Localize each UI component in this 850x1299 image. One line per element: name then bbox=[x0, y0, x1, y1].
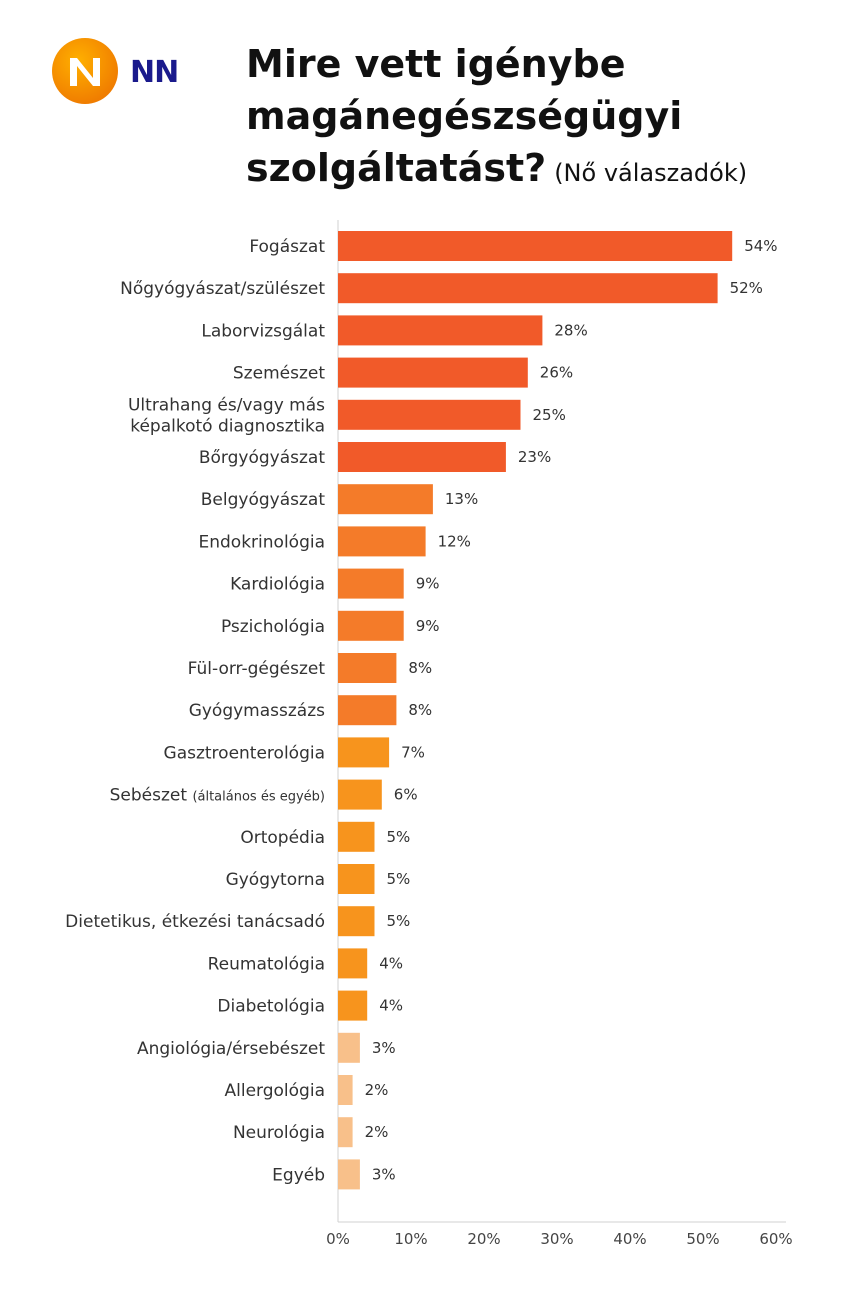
x-tick-label: 10% bbox=[394, 1230, 427, 1248]
data-label: 5% bbox=[387, 828, 411, 846]
chart-title: Mire vett igénybe magánegészségügyi szol… bbox=[246, 38, 836, 199]
x-tick-label: 30% bbox=[540, 1230, 573, 1248]
bar bbox=[338, 906, 375, 937]
bar bbox=[338, 695, 397, 726]
bar bbox=[338, 442, 506, 472]
data-label: 9% bbox=[416, 575, 440, 593]
data-label: 3% bbox=[372, 1039, 396, 1057]
title-line-3: szolgáltatást? (Nő válaszadók) bbox=[246, 142, 836, 199]
title-line-1: Mire vett igénybe bbox=[246, 42, 626, 86]
x-tick-label: 60% bbox=[759, 1230, 792, 1248]
data-label: 26% bbox=[540, 364, 573, 382]
data-label: 2% bbox=[365, 1123, 389, 1141]
category-label: Bőrgyógyászat bbox=[199, 448, 325, 468]
data-label: 5% bbox=[387, 912, 411, 930]
category-label: Belgyógyászat bbox=[201, 490, 326, 510]
category-label: Gasztroenterológia bbox=[164, 743, 325, 763]
logo-text: NN bbox=[130, 55, 179, 90]
bar bbox=[338, 231, 733, 261]
category-label: Gyógytorna bbox=[226, 870, 325, 890]
x-tick-label: 0% bbox=[326, 1230, 350, 1248]
category-label: Nőgyógyászat/szülészet bbox=[120, 279, 325, 299]
bar bbox=[338, 1075, 353, 1105]
bar bbox=[338, 948, 368, 979]
category-label: Kardiológia bbox=[230, 575, 325, 595]
category-label: Dietetikus, étkezési tanácsadó bbox=[65, 912, 325, 932]
category-label: Ortopédia bbox=[240, 828, 325, 848]
category-label: Pszichológia bbox=[221, 617, 325, 637]
data-label: 7% bbox=[401, 743, 425, 761]
data-label: 6% bbox=[394, 786, 418, 804]
data-label: 12% bbox=[438, 532, 471, 550]
x-tick-label: 40% bbox=[613, 1230, 646, 1248]
data-label: 52% bbox=[730, 279, 763, 297]
data-label: 23% bbox=[518, 448, 551, 466]
bar bbox=[338, 990, 368, 1021]
category-label: Ultrahang és/vagy más bbox=[128, 395, 325, 415]
bar bbox=[338, 864, 375, 894]
data-label: 4% bbox=[379, 954, 403, 972]
category-label: Egyéb bbox=[272, 1165, 325, 1185]
bar bbox=[338, 821, 375, 852]
category-label: Reumatológia bbox=[208, 954, 325, 974]
bar bbox=[338, 653, 397, 683]
category-label: Angiológia/érsebészet bbox=[137, 1039, 325, 1059]
data-label: 8% bbox=[408, 701, 432, 719]
data-label: 54% bbox=[744, 237, 777, 255]
bar bbox=[338, 526, 426, 557]
category-label: Neurológia bbox=[233, 1123, 325, 1143]
x-tick-label: 50% bbox=[686, 1230, 719, 1248]
category-label: Szemészet bbox=[233, 364, 325, 384]
bar bbox=[338, 610, 404, 641]
bar bbox=[338, 568, 404, 599]
bar bbox=[338, 484, 433, 515]
data-label: 2% bbox=[365, 1081, 389, 1099]
category-label: Fül-orr-gégészet bbox=[188, 659, 326, 679]
x-tick-label: 20% bbox=[467, 1230, 500, 1248]
bar bbox=[338, 399, 521, 430]
data-label: 13% bbox=[445, 490, 478, 508]
category-label: képalkotó diagnosztika bbox=[130, 416, 325, 436]
data-label: 9% bbox=[416, 617, 440, 635]
bar bbox=[338, 1117, 353, 1148]
bar bbox=[338, 1159, 360, 1190]
bar bbox=[338, 1032, 360, 1063]
data-label: 8% bbox=[408, 659, 432, 677]
category-label: Sebészet (általános és egyéb) bbox=[110, 786, 325, 806]
bar bbox=[338, 273, 718, 304]
bar bbox=[338, 357, 528, 388]
chart-subtitle: (Nő válaszadók) bbox=[554, 159, 748, 187]
category-label: Diabetológia bbox=[217, 997, 325, 1017]
bar bbox=[338, 779, 382, 810]
data-label: 25% bbox=[533, 406, 566, 424]
category-label: Allergológia bbox=[225, 1081, 325, 1101]
category-label: Endokrinológia bbox=[199, 532, 326, 552]
category-label: Laborvizsgálat bbox=[201, 321, 325, 341]
bar bbox=[338, 315, 543, 346]
title-line-3-text: szolgáltatást? bbox=[246, 146, 547, 190]
bar bbox=[338, 737, 390, 768]
category-label: Gyógymasszázs bbox=[189, 701, 325, 721]
data-label: 5% bbox=[387, 870, 411, 888]
title-line-2: magánegészségügyi bbox=[246, 94, 683, 138]
data-label: 3% bbox=[372, 1165, 396, 1183]
nn-logo-icon bbox=[52, 38, 118, 104]
category-label: Fogászat bbox=[249, 237, 325, 257]
data-label: 4% bbox=[379, 997, 403, 1015]
data-label: 28% bbox=[554, 321, 587, 339]
